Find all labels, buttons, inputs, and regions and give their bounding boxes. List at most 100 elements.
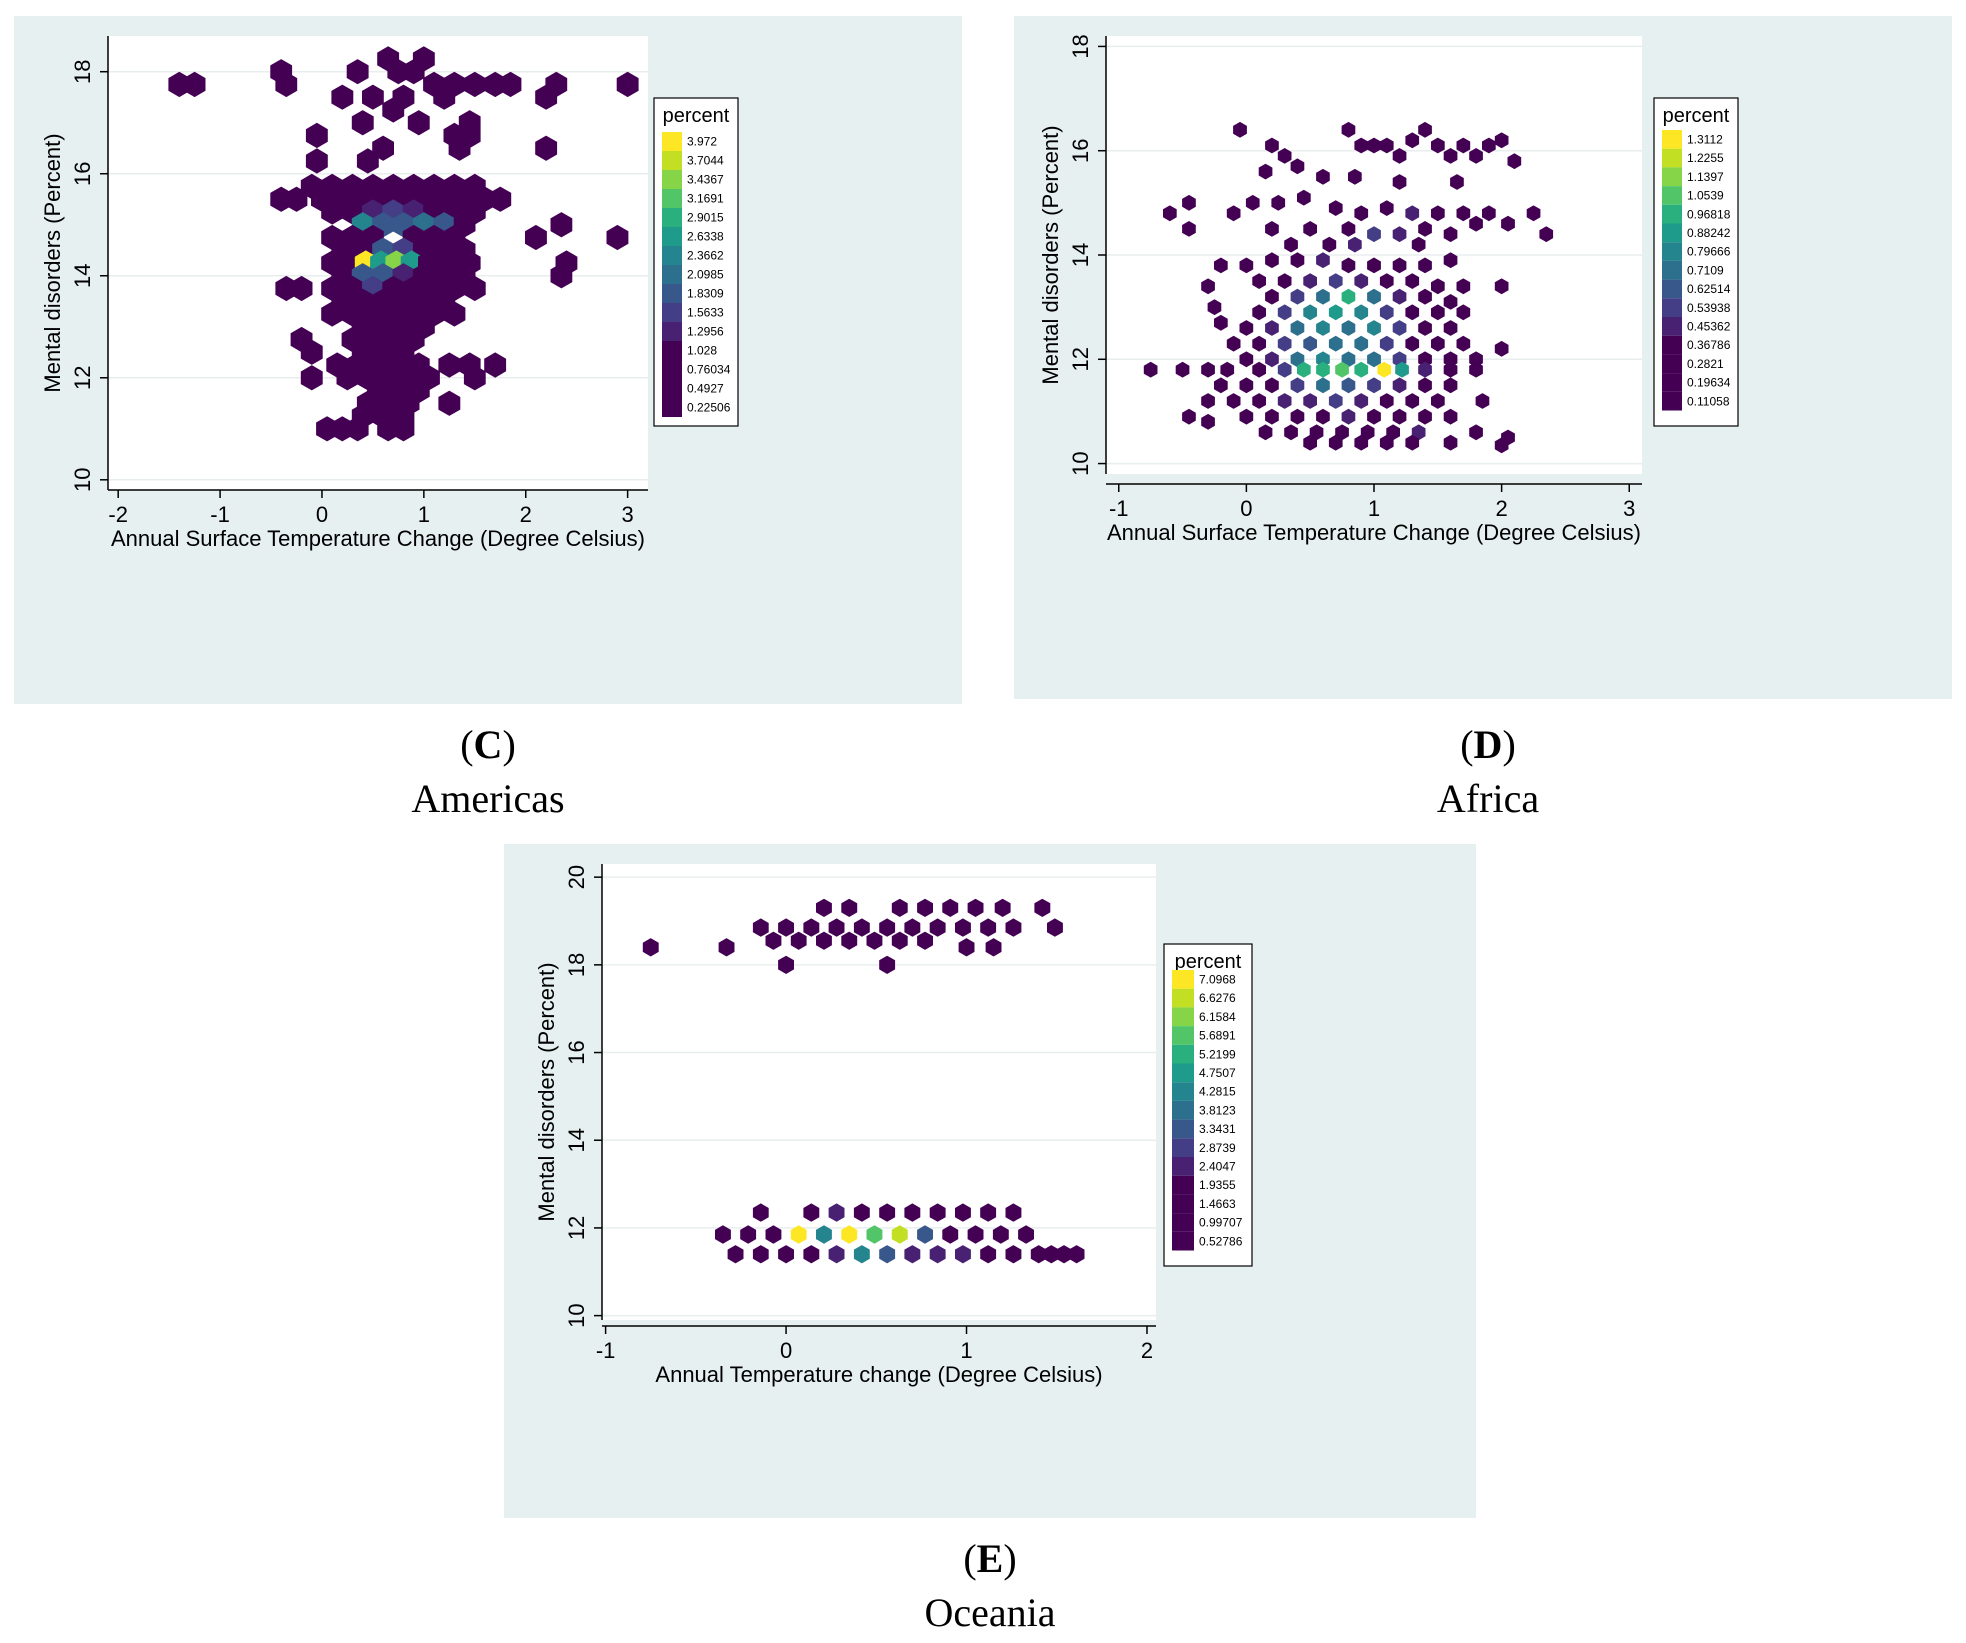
legend-label: 5.2199: [1199, 1047, 1236, 1061]
hex-cell: [463, 275, 486, 302]
hex-cell: [1328, 434, 1343, 451]
legend-label: 0.19634: [1687, 376, 1731, 390]
hex-cell: [1252, 273, 1266, 289]
legend-swatch: [1172, 1100, 1194, 1120]
hex-cell: [1341, 257, 1356, 274]
legend-swatch: [1662, 186, 1682, 205]
hex-cell: [1379, 273, 1394, 289]
legend-swatch: [1172, 1138, 1194, 1157]
hex-cell: [1303, 273, 1317, 289]
legend-swatch: [662, 379, 682, 398]
hex-cell: [1341, 320, 1356, 336]
hex-cell: [1456, 278, 1471, 295]
legend-swatch: [1662, 298, 1682, 317]
legend-swatch: [662, 189, 682, 208]
legend-swatch: [662, 360, 682, 379]
legend-label: 3.972: [687, 135, 717, 149]
y-tick-label: 10: [1068, 451, 1093, 475]
legend-swatch: [1172, 1231, 1194, 1251]
hex-cell: [828, 1203, 845, 1222]
legend-label: 1.8309: [687, 287, 724, 301]
hex-cell: [1418, 320, 1432, 336]
hex-cell: [1316, 408, 1330, 425]
hex-cell: [1316, 288, 1330, 305]
hex-cell: [1443, 408, 1458, 425]
legend-swatch: [1662, 279, 1682, 299]
legend-label: 4.7507: [1199, 1066, 1236, 1080]
legend-swatch: [662, 322, 682, 341]
hex-cell: [1405, 335, 1420, 352]
hex-cell: [412, 46, 435, 72]
legend-label: 2.8739: [1199, 1141, 1236, 1155]
hex-cell: [715, 1225, 731, 1244]
hex-cell: [1265, 137, 1279, 154]
hex-cell: [443, 301, 466, 327]
hex-cell: [828, 918, 845, 937]
legend-swatch: [1172, 1063, 1194, 1083]
hex-cell: [1367, 257, 1381, 274]
hex-cell: [489, 186, 512, 212]
legend-label: 0.45362: [1687, 319, 1731, 333]
legend-swatch: [1172, 1119, 1194, 1139]
hex-cell: [1418, 257, 1432, 274]
hex-cell: [1220, 361, 1235, 378]
hex-cell: [1005, 918, 1022, 937]
caption-d-region: Africa: [1436, 776, 1540, 821]
hex-cell: [1201, 278, 1215, 295]
hex-cell: [778, 918, 794, 937]
hex-cell: [1207, 299, 1222, 316]
caption-c-letter: C: [473, 722, 503, 767]
hex-cell: [1047, 918, 1063, 937]
hex-cell: [1411, 236, 1426, 253]
legend-label: 0.76034: [687, 363, 731, 377]
legend-swatch: [1662, 354, 1682, 374]
hex-cell: [1405, 132, 1420, 149]
legend-title: percent: [1663, 105, 1730, 127]
hex-cell: [1405, 205, 1420, 222]
hex-cell: [917, 1225, 933, 1244]
x-tick-label: 2: [1141, 1338, 1153, 1363]
panel-e: 10 12 14 16 18 20 -1 0 1 2 Annual Temperature chan…: [504, 844, 1476, 1518]
legend-label: 5.6891: [1199, 1029, 1236, 1043]
hex-cell: [1501, 215, 1515, 232]
y-tick-label: 16: [70, 161, 95, 185]
legend-swatch: [1662, 167, 1682, 187]
legend-swatch: [1662, 391, 1682, 411]
hex-cell: [1214, 377, 1228, 394]
legend-label: 0.62514: [1687, 282, 1731, 296]
hex-cell: [642, 938, 659, 957]
hex-cell: [321, 301, 344, 327]
hex-cell: [891, 1225, 908, 1244]
hex-cell: [904, 918, 921, 937]
hex-cell: [1431, 137, 1445, 154]
legend-label: 3.7044: [687, 154, 724, 168]
hex-cell: [1341, 221, 1356, 237]
hex-cell: [828, 1245, 845, 1264]
hex-cell: [980, 918, 997, 937]
hex-cell: [321, 199, 344, 225]
hex-cell: [1163, 205, 1177, 222]
hex-cell: [1201, 413, 1215, 430]
caption-c: (C) Americas: [411, 722, 565, 821]
hex-cell: [356, 148, 379, 174]
hex-cell: [1316, 168, 1330, 185]
hex-cell: [1056, 1245, 1072, 1264]
hex-cell: [879, 1245, 896, 1264]
hex-cell: [433, 84, 456, 110]
hex-cell: [1405, 393, 1420, 409]
hex-cell: [1443, 377, 1458, 394]
hex-cell: [1392, 148, 1407, 164]
hex-cells: [1143, 121, 1554, 454]
hex-cell: [484, 352, 507, 378]
hex-cell: [545, 71, 568, 98]
legend-label: 0.52786: [1199, 1234, 1243, 1248]
x-tick-label: 2: [520, 502, 532, 527]
hex-cell: [1494, 340, 1509, 357]
hex-cell: [1405, 434, 1420, 451]
hex-cell: [550, 263, 573, 289]
hex-cell: [1367, 377, 1381, 394]
hex-cell: [1469, 148, 1483, 164]
hex-cell: [362, 84, 384, 110]
